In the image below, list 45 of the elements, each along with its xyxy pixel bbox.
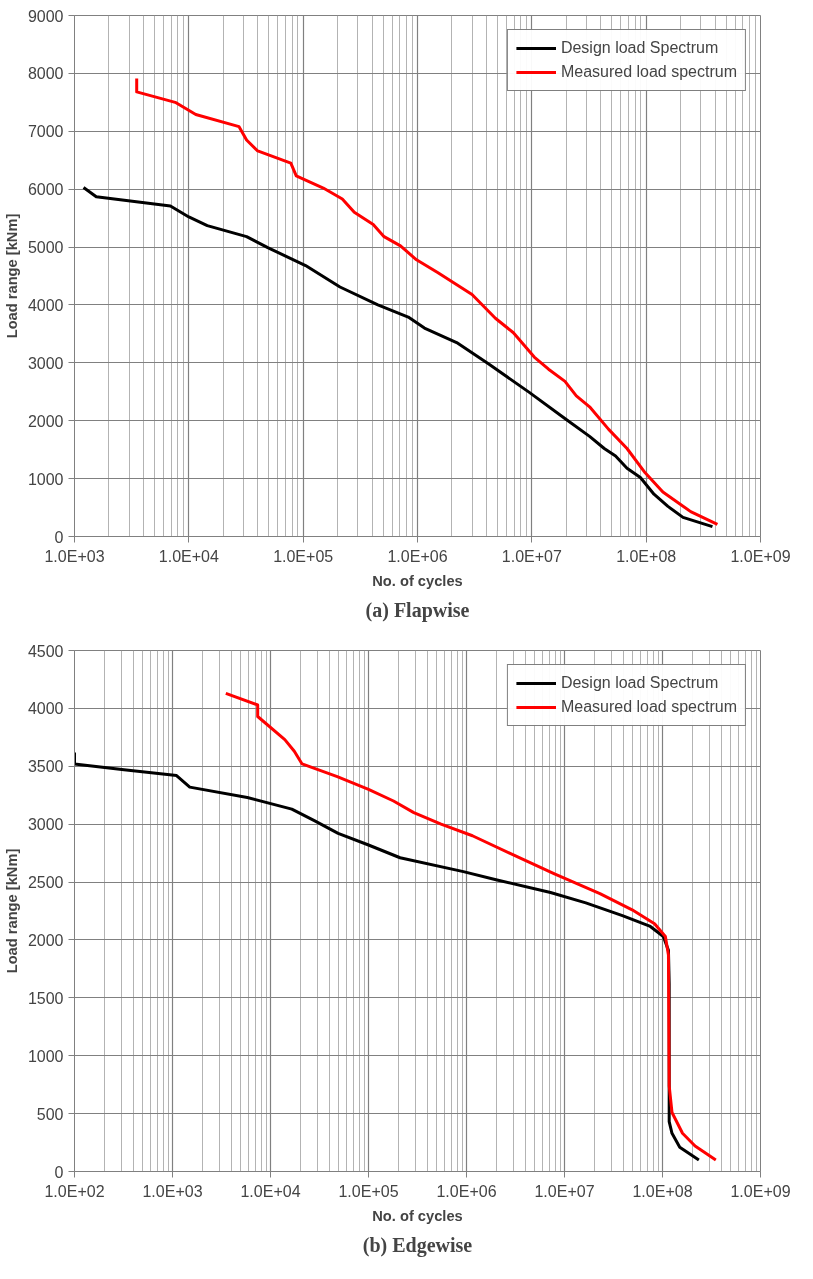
legend-label: Measured load spectrum [560, 698, 737, 716]
legend-label: Measured load spectrum [560, 63, 737, 81]
x-tick-label: 1.0E+05 [338, 1182, 399, 1200]
legend-label: Design load Spectrum [560, 674, 719, 692]
y-axis-title: Load range [kNm] [3, 848, 20, 974]
y-tick-label: 1000 [27, 1047, 64, 1065]
y-tick-label: 3000 [27, 354, 64, 372]
y-tick-label: 1500 [27, 989, 64, 1007]
x-axis-title: No. of cycles [372, 1207, 463, 1224]
x-tick-label: 1.0E+06 [387, 547, 448, 565]
y-tick-label: 2500 [27, 874, 64, 892]
y-tick-label: 8000 [27, 65, 64, 83]
text: (a) Flapwise [365, 598, 470, 622]
y-tick-label: 500 [36, 1105, 64, 1123]
y-tick-label: 1000 [27, 470, 64, 488]
x-tick-label: 1.0E+04 [240, 1182, 301, 1200]
x-tick-label: 1.0E+09 [730, 1182, 791, 1200]
x-tick-label: 1.0E+03 [142, 1182, 203, 1200]
x-axis-title: No. of cycles [372, 572, 463, 589]
y-tick-label: 0 [54, 1163, 64, 1181]
y-tick-label: 2000 [27, 931, 64, 949]
y-tick-label: 3000 [27, 816, 64, 834]
legend-label: Design load Spectrum [560, 39, 719, 57]
y-tick-label: 4000 [27, 296, 64, 314]
x-tick-label: 1.0E+06 [436, 1182, 497, 1200]
x-tick-label: 1.0E+07 [534, 1182, 595, 1200]
y-tick-label: 9000 [27, 7, 64, 25]
x-tick-label: 1.0E+09 [730, 547, 791, 565]
x-tick-label: 1.0E+08 [632, 1182, 693, 1200]
x-tick-label: 1.0E+05 [273, 547, 334, 565]
x-tick-label: 1.0E+04 [158, 547, 219, 565]
x-tick-label: 1.0E+08 [616, 547, 677, 565]
y-tick-label: 5000 [27, 239, 64, 257]
x-tick-label: 1.0E+03 [44, 547, 105, 565]
y-tick-label: 4500 [27, 642, 64, 660]
y-tick-label: 0 [54, 528, 64, 546]
y-tick-label: 2000 [27, 412, 64, 430]
x-tick-label: 1.0E+07 [501, 547, 562, 565]
y-tick-label: 6000 [27, 181, 64, 199]
y-tick-label: 3500 [27, 758, 64, 776]
y-axis-title: Load range [kNm] [3, 213, 20, 339]
y-tick-label: 4000 [27, 700, 64, 718]
y-tick-label: 7000 [27, 123, 64, 141]
text: (b) Edgewise [362, 1233, 473, 1257]
x-tick-label: 1.0E+02 [44, 1182, 105, 1200]
